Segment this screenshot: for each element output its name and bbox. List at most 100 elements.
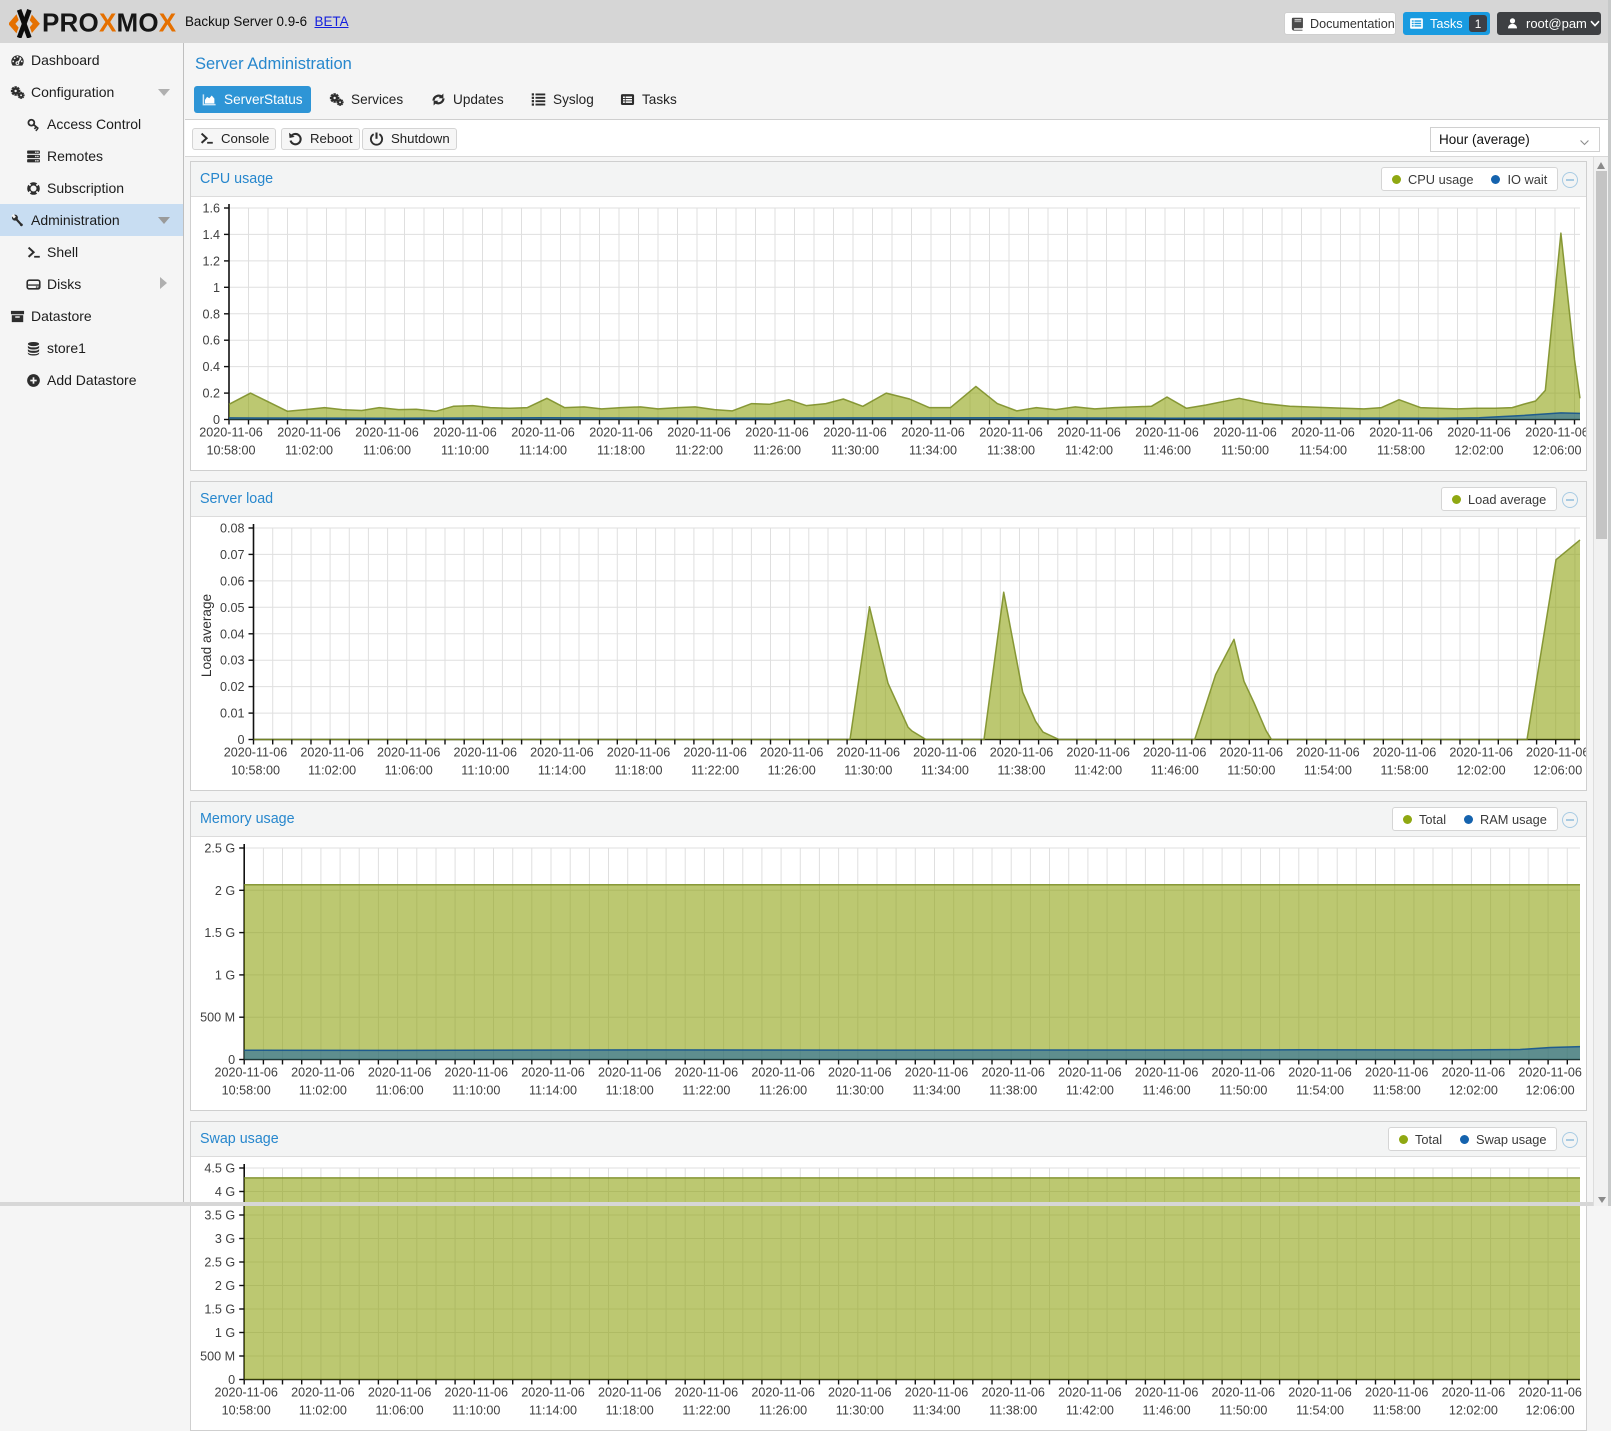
svg-text:2020-11-06: 2020-11-06 <box>377 746 441 760</box>
svg-text:0.08: 0.08 <box>220 522 245 536</box>
svg-text:2020-11-06: 2020-11-06 <box>675 1386 739 1400</box>
svg-text:2020-11-06: 2020-11-06 <box>913 746 977 760</box>
svg-text:11:42:00: 11:42:00 <box>1065 444 1113 458</box>
svg-text:11:30:00: 11:30:00 <box>831 444 879 458</box>
svg-text:11:42:00: 11:42:00 <box>1066 1404 1114 1418</box>
svg-text:2 G: 2 G <box>215 1279 235 1293</box>
svg-text:2020-11-06: 2020-11-06 <box>828 1386 892 1400</box>
svg-text:11:02:00: 11:02:00 <box>285 444 333 458</box>
svg-text:2020-11-06: 2020-11-06 <box>521 1386 585 1400</box>
svg-text:2020-11-06: 2020-11-06 <box>1057 426 1121 440</box>
svg-text:11:06:00: 11:06:00 <box>385 764 433 778</box>
svg-text:2020-11-06: 2020-11-06 <box>1143 746 1207 760</box>
svg-text:11:14:00: 11:14:00 <box>538 764 586 778</box>
svg-text:2020-11-06: 2020-11-06 <box>1449 746 1513 760</box>
svg-text:2020-11-06: 2020-11-06 <box>1291 426 1355 440</box>
svg-text:2020-11-06: 2020-11-06 <box>1212 1386 1276 1400</box>
svg-text:11:26:00: 11:26:00 <box>753 444 801 458</box>
svg-text:11:18:00: 11:18:00 <box>606 1404 654 1418</box>
svg-text:4 G: 4 G <box>215 1185 235 1199</box>
svg-text:2020-11-06: 2020-11-06 <box>368 1066 432 1080</box>
svg-text:11:30:00: 11:30:00 <box>836 1084 884 1098</box>
svg-text:11:10:00: 11:10:00 <box>452 1404 500 1418</box>
svg-text:0.6: 0.6 <box>202 334 220 348</box>
svg-text:0.8: 0.8 <box>202 307 220 321</box>
svg-text:11:38:00: 11:38:00 <box>997 764 1045 778</box>
svg-text:2020-11-06: 2020-11-06 <box>745 426 809 440</box>
svg-text:11:58:00: 11:58:00 <box>1377 444 1425 458</box>
svg-text:4.5 G: 4.5 G <box>204 1162 235 1176</box>
svg-text:2 G: 2 G <box>215 884 235 898</box>
svg-text:2020-11-06: 2020-11-06 <box>1212 1066 1276 1080</box>
svg-text:2020-11-06: 2020-11-06 <box>1442 1066 1506 1080</box>
svg-text:2020-11-06: 2020-11-06 <box>828 1066 892 1080</box>
svg-text:12:06:00: 12:06:00 <box>1526 1404 1575 1418</box>
svg-text:12:02:00: 12:02:00 <box>1449 1404 1498 1418</box>
svg-text:0.05: 0.05 <box>220 601 245 615</box>
svg-text:2020-11-06: 2020-11-06 <box>837 746 901 760</box>
svg-text:0.2: 0.2 <box>202 387 220 401</box>
svg-text:2020-11-06: 2020-11-06 <box>1518 1066 1582 1080</box>
svg-text:2020-11-06: 2020-11-06 <box>751 1066 815 1080</box>
svg-text:3.5 G: 3.5 G <box>204 1209 235 1223</box>
svg-text:11:14:00: 11:14:00 <box>529 1084 577 1098</box>
svg-text:2020-11-06: 2020-11-06 <box>1058 1066 1122 1080</box>
svg-text:11:14:00: 11:14:00 <box>519 444 567 458</box>
svg-text:11:34:00: 11:34:00 <box>921 764 969 778</box>
svg-text:2020-11-06: 2020-11-06 <box>1373 746 1437 760</box>
svg-text:11:54:00: 11:54:00 <box>1296 1084 1344 1098</box>
svg-text:11:10:00: 11:10:00 <box>461 764 509 778</box>
svg-text:3 G: 3 G <box>215 1232 235 1246</box>
svg-text:11:46:00: 11:46:00 <box>1143 1084 1191 1098</box>
svg-text:11:46:00: 11:46:00 <box>1143 444 1191 458</box>
svg-text:2020-11-06: 2020-11-06 <box>199 426 263 440</box>
svg-text:11:50:00: 11:50:00 <box>1219 1084 1267 1098</box>
svg-text:1: 1 <box>213 281 220 295</box>
svg-text:11:26:00: 11:26:00 <box>759 1084 807 1098</box>
svg-text:2020-11-06: 2020-11-06 <box>214 1066 278 1080</box>
svg-text:2020-11-06: 2020-11-06 <box>1220 746 1284 760</box>
svg-text:0.01: 0.01 <box>220 707 245 721</box>
svg-text:11:50:00: 11:50:00 <box>1219 1404 1267 1418</box>
svg-text:2.5 G: 2.5 G <box>204 842 235 856</box>
svg-text:2020-11-06: 2020-11-06 <box>1365 1066 1429 1080</box>
svg-text:11:42:00: 11:42:00 <box>1066 1084 1114 1098</box>
svg-text:11:34:00: 11:34:00 <box>912 1084 960 1098</box>
svg-text:11:22:00: 11:22:00 <box>691 764 739 778</box>
svg-text:12:02:00: 12:02:00 <box>1449 1084 1498 1098</box>
svg-text:2020-11-06: 2020-11-06 <box>445 1066 509 1080</box>
svg-text:11:06:00: 11:06:00 <box>376 1084 424 1098</box>
svg-text:11:18:00: 11:18:00 <box>597 444 645 458</box>
svg-text:2020-11-06: 2020-11-06 <box>667 426 731 440</box>
svg-text:2020-11-06: 2020-11-06 <box>454 746 518 760</box>
svg-text:2020-11-06: 2020-11-06 <box>598 1066 662 1080</box>
svg-text:1.5 G: 1.5 G <box>204 1303 235 1317</box>
svg-text:2020-11-06: 2020-11-06 <box>981 1066 1044 1080</box>
svg-text:12:06:00: 12:06:00 <box>1526 1084 1575 1098</box>
svg-text:2020-11-06: 2020-11-06 <box>760 746 824 760</box>
svg-text:12:06:00: 12:06:00 <box>1533 764 1582 778</box>
svg-text:2020-11-06: 2020-11-06 <box>683 746 747 760</box>
svg-text:11:30:00: 11:30:00 <box>836 1404 884 1418</box>
svg-text:2020-11-06: 2020-11-06 <box>521 1066 585 1080</box>
svg-text:11:38:00: 11:38:00 <box>987 444 1035 458</box>
svg-text:2020-11-06: 2020-11-06 <box>1288 1066 1352 1080</box>
svg-text:11:38:00: 11:38:00 <box>989 1404 1037 1418</box>
svg-text:12:06:00: 12:06:00 <box>1532 444 1581 458</box>
svg-text:2020-11-06: 2020-11-06 <box>598 1386 662 1400</box>
svg-text:11:54:00: 11:54:00 <box>1299 444 1347 458</box>
svg-text:2020-11-06: 2020-11-06 <box>979 426 1043 440</box>
svg-text:10:58:00: 10:58:00 <box>222 1084 271 1098</box>
svg-text:11:06:00: 11:06:00 <box>376 1404 424 1418</box>
svg-text:11:26:00: 11:26:00 <box>768 764 816 778</box>
svg-text:2020-11-06: 2020-11-06 <box>277 426 341 440</box>
svg-text:11:50:00: 11:50:00 <box>1227 764 1275 778</box>
svg-text:11:14:00: 11:14:00 <box>529 1404 577 1418</box>
svg-text:11:46:00: 11:46:00 <box>1151 764 1199 778</box>
svg-text:2020-11-06: 2020-11-06 <box>511 426 575 440</box>
svg-text:11:22:00: 11:22:00 <box>675 444 723 458</box>
svg-text:500 M: 500 M <box>200 1011 235 1025</box>
svg-text:2020-11-06: 2020-11-06 <box>224 746 288 760</box>
svg-text:11:58:00: 11:58:00 <box>1373 1084 1421 1098</box>
svg-text:1.5 G: 1.5 G <box>204 926 235 940</box>
